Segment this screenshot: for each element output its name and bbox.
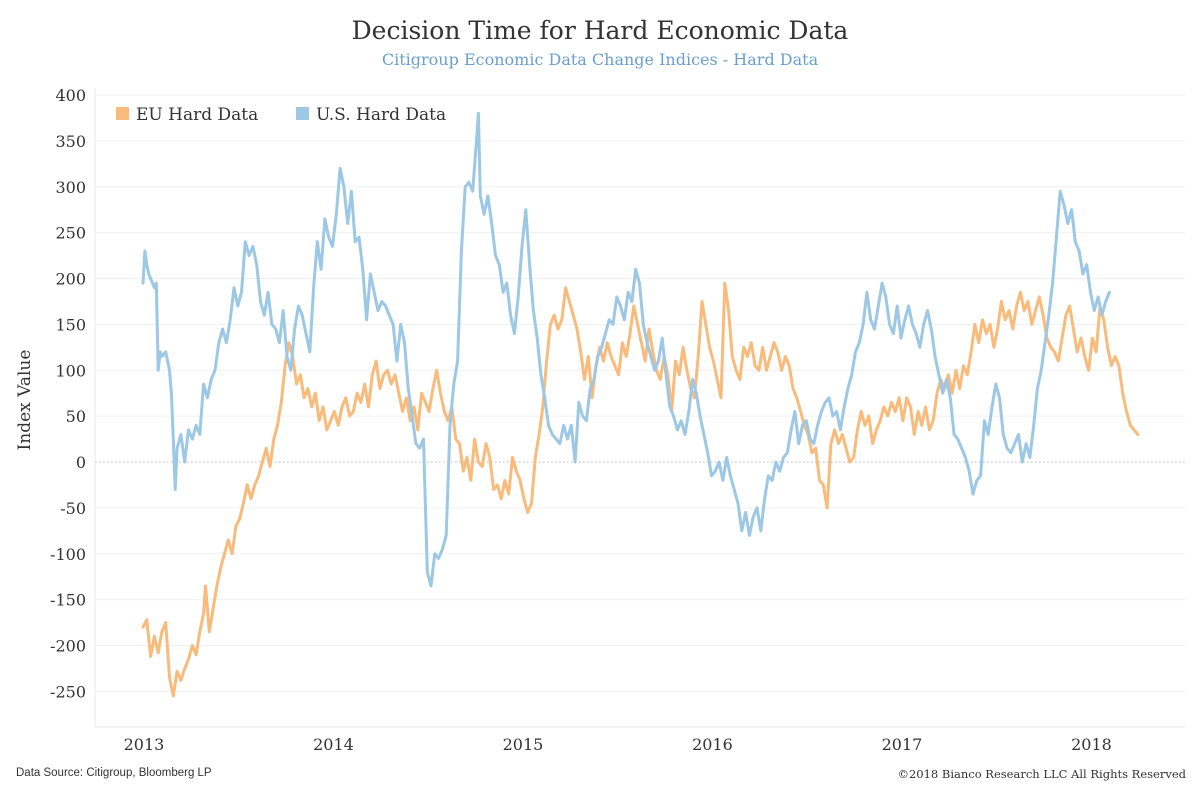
legend-swatch	[296, 107, 309, 120]
y-tick-label: -50	[60, 499, 86, 518]
legend: EU Hard Data U.S. Hard Data	[116, 105, 446, 125]
x-tick-label: 2018	[1071, 735, 1112, 754]
y-tick-label: -200	[50, 637, 86, 656]
legend-label: U.S. Hard Data	[316, 105, 446, 125]
grid-lines	[95, 94, 1185, 692]
y-tick-label: -250	[50, 682, 86, 701]
chart-title: Decision Time for Hard Economic Data	[351, 16, 849, 45]
y-axis-label: Index Value	[15, 350, 35, 451]
y-tick-label: 0	[76, 453, 86, 472]
y-tick-label: 250	[55, 224, 86, 243]
x-tick-label: 2014	[313, 735, 354, 754]
y-tick-label: 350	[55, 132, 86, 151]
legend-swatch	[116, 107, 129, 120]
x-tick-label: 2013	[124, 735, 165, 754]
x-tick-label: 2017	[882, 735, 923, 754]
legend-label: EU Hard Data	[136, 105, 258, 125]
y-tick-label: 300	[55, 178, 86, 197]
y-tick-label: -100	[50, 545, 86, 564]
chart-subtitle: Citigroup Economic Data Change Indices -…	[381, 50, 819, 69]
y-tick-label: -150	[50, 591, 86, 610]
y-tick-label: 200	[55, 270, 86, 289]
line-chart: 400 350 300 250 200 150 100 50 0 -50 -100 -150 -200 -…	[15, 86, 1185, 754]
y-tick-label: 50	[66, 407, 86, 426]
axes: 400 350 300 250 200 150 100 50 0 -50 -100 -150 -200 -…	[50, 86, 1185, 754]
x-tick-label: 2016	[692, 735, 733, 754]
y-tick-label: 100	[55, 361, 86, 380]
series-lines	[141, 111, 1140, 698]
data-source-note: Data Source: Citigroup, Bloomberg LP	[16, 767, 212, 779]
series-line-us	[141, 111, 1111, 588]
y-tick-label: 400	[55, 86, 86, 105]
copyright-note: ©2018 Bianco Research LLC All Rights Res…	[897, 767, 1186, 781]
y-tick-label: 150	[55, 315, 86, 334]
x-tick-label: 2015	[503, 735, 544, 754]
series-line-eu	[141, 281, 1140, 698]
